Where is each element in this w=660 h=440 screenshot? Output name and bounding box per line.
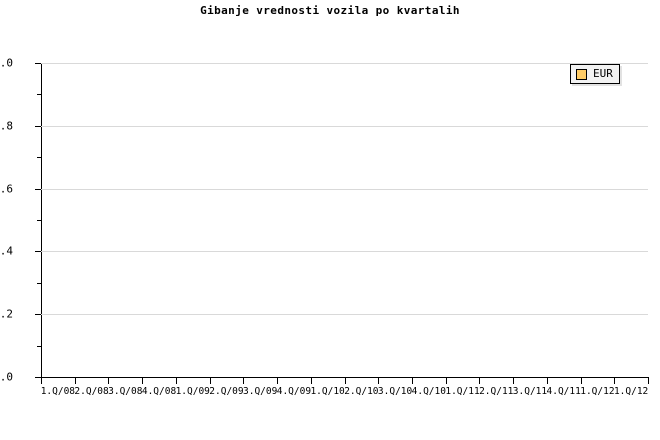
x-axis-tick-label: 1.Q/10 bbox=[310, 386, 345, 397]
x-axis-tick bbox=[581, 378, 582, 384]
y-axis-tick-label: 0.0 bbox=[0, 370, 13, 384]
x-axis-tick-label: 1.Q/08 bbox=[40, 386, 76, 397]
x-axis-tick-label: 4.Q/09 bbox=[276, 386, 312, 397]
y-axis-tick bbox=[35, 63, 41, 64]
x-axis-tick bbox=[513, 378, 514, 384]
x-axis-tick-label: 3.Q/11 bbox=[512, 386, 548, 397]
y-axis-tick-label: 1.0 bbox=[0, 56, 13, 70]
y-axis-minor-tick bbox=[37, 94, 41, 96]
x-axis-tick-label: 3.Q/10 bbox=[377, 386, 413, 397]
chart-legend[interactable]: EUR bbox=[570, 64, 620, 84]
x-axis-tick-label: 1.Q/12 bbox=[580, 386, 615, 397]
y-axis-minor-tick bbox=[37, 220, 41, 221]
x-axis-tick bbox=[547, 378, 548, 384]
x-axis-tick bbox=[277, 378, 278, 384]
x-axis-tick-label: 1.Q/09 bbox=[175, 386, 210, 397]
y-axis-minor-tick bbox=[37, 282, 41, 284]
y-axis-tick bbox=[35, 377, 41, 378]
plot-area bbox=[35, 63, 648, 378]
x-axis-line bbox=[41, 377, 649, 378]
x-axis-tick-label: 4.Q/08 bbox=[141, 386, 177, 397]
gridline bbox=[41, 188, 648, 190]
y-axis-tick-label: 0.4 bbox=[0, 244, 13, 258]
x-axis-tick bbox=[412, 378, 413, 384]
x-axis-tick bbox=[614, 378, 615, 384]
x-axis-tick bbox=[176, 378, 177, 384]
y-axis-minor-tick bbox=[37, 157, 41, 159]
gridline bbox=[41, 125, 648, 127]
gridline bbox=[41, 314, 648, 316]
x-axis-tick-label: 2.Q/10 bbox=[344, 386, 379, 397]
x-axis-tick bbox=[41, 378, 42, 384]
gridline bbox=[41, 63, 648, 64]
x-axis-tick-label: 2.Q/08 bbox=[74, 386, 109, 397]
y-axis-tick-label: 0.8 bbox=[0, 119, 13, 133]
x-axis-tick-label: 4.Q/11 bbox=[546, 386, 581, 397]
y-axis-line bbox=[41, 63, 42, 378]
y-axis-tick bbox=[35, 251, 41, 253]
chart-title: Gibanje vrednosti vozila po kvartalih bbox=[200, 4, 460, 17]
x-axis-tick-label: 1.Q/11 bbox=[445, 386, 480, 397]
x-axis-tick bbox=[142, 378, 143, 384]
x-axis-tick-label: 4.Q/10 bbox=[411, 386, 446, 397]
legend-label-eur: EUR bbox=[593, 67, 613, 80]
x-axis-tick bbox=[648, 378, 649, 384]
y-axis-minor-tick bbox=[37, 345, 41, 347]
x-axis-tick bbox=[345, 378, 346, 384]
x-axis-tick bbox=[75, 378, 76, 384]
gridline bbox=[41, 251, 648, 253]
y-axis-tick bbox=[35, 188, 41, 190]
x-axis-tick-label: 3.Q/09 bbox=[243, 386, 278, 397]
x-axis-tick bbox=[378, 378, 379, 384]
x-axis-tick-label: 2.Q/09 bbox=[209, 386, 244, 397]
y-axis-tick bbox=[35, 314, 41, 316]
legend-swatch-eur bbox=[576, 68, 587, 80]
x-axis-tick-label: 3.Q/08 bbox=[108, 386, 143, 397]
x-axis-tick bbox=[108, 378, 109, 384]
x-axis-tick-label: 2.Q/11 bbox=[479, 386, 514, 397]
x-axis-tick bbox=[243, 378, 244, 384]
x-axis-tick-label: 1.Q/12 bbox=[613, 386, 649, 397]
x-axis-tick bbox=[446, 378, 447, 384]
y-axis-tick-label: 0.2 bbox=[0, 307, 13, 321]
x-axis-tick bbox=[479, 378, 480, 384]
x-axis-tick bbox=[311, 378, 312, 384]
x-axis-tick bbox=[210, 378, 211, 384]
y-axis-tick bbox=[35, 125, 41, 127]
y-axis-tick-label: 0.6 bbox=[0, 182, 13, 196]
